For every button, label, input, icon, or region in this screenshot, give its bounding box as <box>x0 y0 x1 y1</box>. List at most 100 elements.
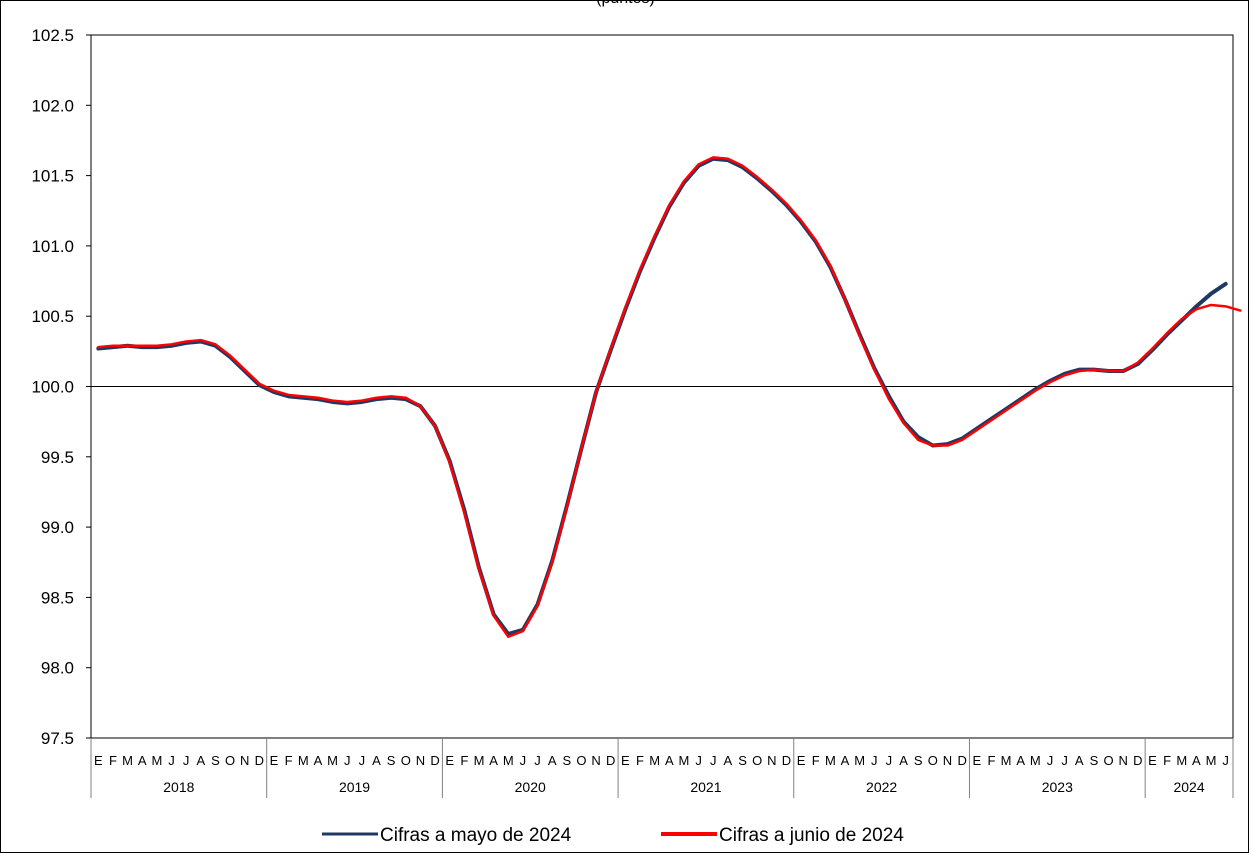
year-label: 2023 <box>1042 779 1073 795</box>
month-tick-label: A <box>899 753 908 768</box>
month-tick-label: S <box>1090 753 1099 768</box>
legend-label-1: Cifras a mayo de 2024 <box>380 825 572 846</box>
y-tick-label: 98.5 <box>41 588 74 607</box>
month-tick-label: M <box>1030 753 1041 768</box>
month-tick-label: M <box>1001 753 1012 768</box>
month-tick-label: S <box>211 753 220 768</box>
year-label: 2020 <box>515 779 546 795</box>
month-tick-label: J <box>1061 753 1068 768</box>
month-tick-label: E <box>972 753 981 768</box>
month-tick-label: J <box>168 753 175 768</box>
series-line-1 <box>96 156 1228 636</box>
month-tick-label: M <box>649 753 660 768</box>
series-lines <box>96 156 1242 639</box>
month-tick-label: J <box>886 753 893 768</box>
month-tick-label: E <box>621 753 630 768</box>
month-tick-label: M <box>151 753 162 768</box>
month-tick-label: N <box>416 753 425 768</box>
month-tick-label: A <box>1075 753 1084 768</box>
month-tick-label: M <box>854 753 865 768</box>
y-tick-label: 102.0 <box>31 96 74 115</box>
month-tick-label: M <box>122 753 133 768</box>
month-tick-label: E <box>445 753 454 768</box>
month-tick-label: F <box>987 753 995 768</box>
y-tick-label: 97.5 <box>41 729 74 748</box>
month-tick-label: D <box>1133 753 1142 768</box>
month-tick-label: S <box>738 753 747 768</box>
month-tick-label: S <box>914 753 923 768</box>
month-tick-label: N <box>240 753 249 768</box>
month-tick-label: D <box>782 753 791 768</box>
legend-label-2: Cifras a junio de 2024 <box>719 825 904 846</box>
y-tick-label: 101.0 <box>31 237 74 256</box>
month-tick-label: M <box>298 753 309 768</box>
month-tick-label: J <box>359 753 366 768</box>
month-tick-label: A <box>548 753 557 768</box>
month-tick-label: A <box>841 753 850 768</box>
year-label: 2024 <box>1173 779 1204 795</box>
y-tick-label: 100.0 <box>31 378 74 397</box>
month-tick-label: A <box>489 753 498 768</box>
month-tick-label: O <box>225 753 235 768</box>
y-tick-label: 101.5 <box>31 167 74 186</box>
month-tick-label: A <box>372 753 381 768</box>
y-tick-label: 102.5 <box>31 26 74 45</box>
month-tick-label: J <box>1222 753 1229 768</box>
month-tick-label: S <box>562 753 571 768</box>
month-tick-label: M <box>1176 753 1187 768</box>
month-tick-label: J <box>344 753 351 768</box>
month-tick-label: A <box>665 753 674 768</box>
month-tick-label: J <box>183 753 190 768</box>
month-tick-label: J <box>1047 753 1054 768</box>
month-tick-label: M <box>503 753 514 768</box>
month-tick-label: J <box>710 753 717 768</box>
month-tick-label: J <box>534 753 541 768</box>
month-tick-label: N <box>591 753 600 768</box>
month-tick-label: O <box>928 753 938 768</box>
y-tick-label: 99.0 <box>41 518 74 537</box>
month-tick-label: D <box>430 753 439 768</box>
month-tick-label: O <box>576 753 586 768</box>
year-label: 2019 <box>339 779 370 795</box>
chart-subtitle: (puntos) <box>0 0 1251 8</box>
month-tick-label: M <box>1206 753 1217 768</box>
month-tick-label: D <box>255 753 264 768</box>
month-tick-label: J <box>520 753 527 768</box>
month-tick-label: O <box>752 753 762 768</box>
month-tick-label: F <box>109 753 117 768</box>
month-tick-label: A <box>724 753 733 768</box>
month-tick-label: F <box>812 753 820 768</box>
month-tick-label: F <box>285 753 293 768</box>
year-label: 2021 <box>690 779 721 795</box>
month-tick-label: A <box>1192 753 1201 768</box>
month-tick-label: F <box>636 753 644 768</box>
month-tick-label: M <box>474 753 485 768</box>
month-tick-label: F <box>460 753 468 768</box>
month-tick-label: F <box>1163 753 1171 768</box>
month-tick-label: E <box>270 753 279 768</box>
month-tick-label: J <box>871 753 878 768</box>
year-label: 2018 <box>163 779 194 795</box>
month-tick-label: A <box>314 753 323 768</box>
month-tick-label: M <box>679 753 690 768</box>
month-tick-label: E <box>1148 753 1157 768</box>
month-tick-label: D <box>957 753 966 768</box>
series-line-2 <box>97 156 1242 639</box>
month-tick-label: M <box>327 753 338 768</box>
y-tick-label: 99.5 <box>41 448 74 467</box>
year-label: 2022 <box>866 779 897 795</box>
y-axis-ticks: 97.5 98.0 98.5 99.0 99.5 100.0 100.5 101.0 101.5… <box>31 26 91 748</box>
month-tick-label: A <box>138 753 147 768</box>
month-tick-label: E <box>94 753 103 768</box>
month-tick-label: O <box>1103 753 1113 768</box>
month-tick-label: O <box>401 753 411 768</box>
y-tick-label: 100.5 <box>31 307 74 326</box>
month-tick-label: A <box>1016 753 1025 768</box>
month-tick-label: S <box>387 753 396 768</box>
legend: Cifras a mayo de 2024 Cifras a junio de 2… <box>322 825 904 846</box>
month-tick-label: M <box>825 753 836 768</box>
month-tick-label: N <box>1118 753 1127 768</box>
